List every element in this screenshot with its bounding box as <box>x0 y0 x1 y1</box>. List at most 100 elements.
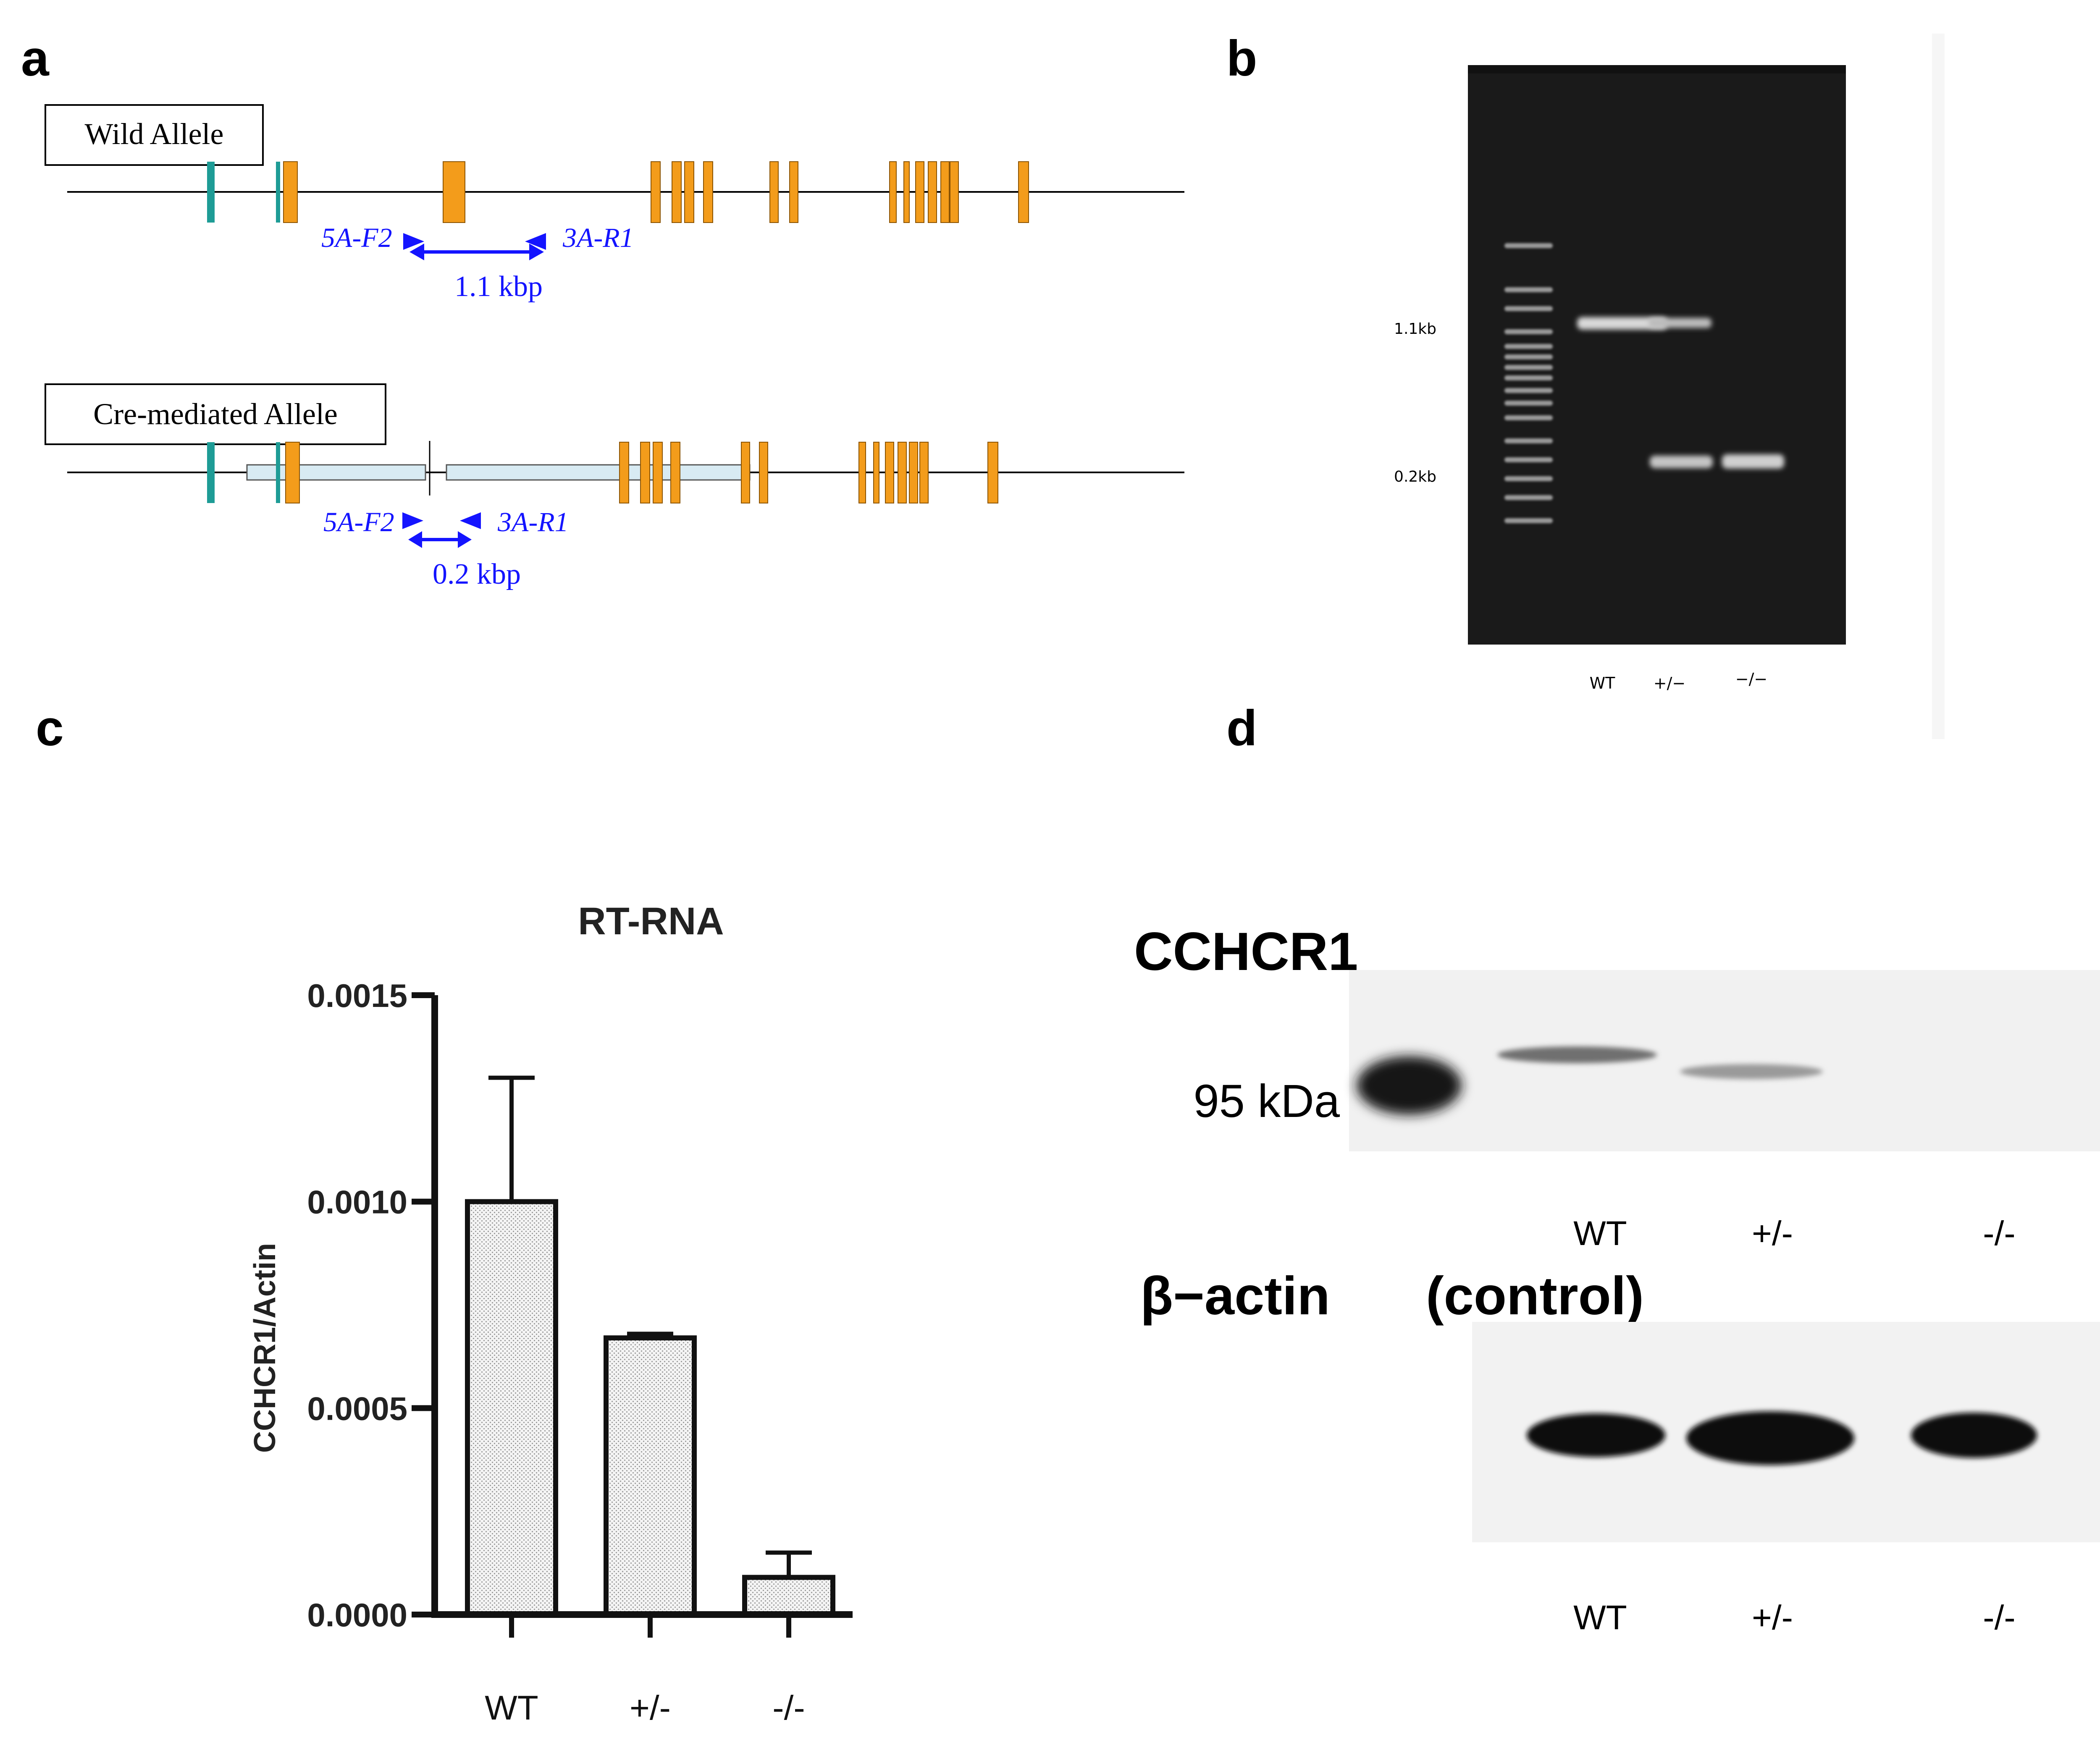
cre-forward-primer-icon <box>402 512 423 529</box>
gel-ladder-band <box>1504 375 1553 380</box>
panel-d-western-blots: CCHCR1 95 kDa WT +/- -/- β−actin (contro… <box>1134 922 2100 1637</box>
chart-y-axis-label: CCHCR1/Actin <box>248 1243 282 1453</box>
blot1-band-marker-lane <box>1357 1056 1462 1115</box>
y-tick-label: 0.0005 <box>307 1390 407 1427</box>
cre-allele-exons <box>207 442 998 503</box>
gel-marker-label-1-1kb: 1.1kb <box>1394 320 1436 338</box>
cre-exon <box>909 442 918 503</box>
panel-letter-d: d <box>1226 700 1257 756</box>
blot1-title: CCHCR1 <box>1134 922 1358 982</box>
gel-ladder-band <box>1504 344 1553 349</box>
blot1-band-het <box>1680 1064 1823 1079</box>
blot1-lane-label-wt: WT <box>1573 1214 1627 1253</box>
gel-ladder-band <box>1504 415 1553 420</box>
cre-product-right-arrow-icon <box>458 531 472 548</box>
gel-ladder-band <box>1504 495 1553 500</box>
gel-lane-label-ko: −/− <box>1735 670 1767 688</box>
blot1-marker-label: 95 kDa <box>1193 1075 1340 1127</box>
y-tick-label: 0.0015 <box>307 977 407 1014</box>
bar-2 <box>742 1575 835 1617</box>
chart-title: RT-RNA <box>578 900 724 943</box>
gel-ladder-band <box>1504 306 1553 311</box>
cre-forward-primer-label: 5A-F2 <box>323 507 394 537</box>
chart-x-axis: WT +/- -/- <box>431 1611 853 1727</box>
blot2-band-ko <box>1911 1413 2037 1458</box>
wild-product-left-arrow-icon <box>410 244 424 260</box>
blot2-title-control: (control) <box>1426 1266 1644 1326</box>
wild-exon <box>1018 161 1029 223</box>
blot1-lane-label-ko: -/- <box>1983 1214 2015 1253</box>
cre-reverse-primer-icon <box>460 512 481 529</box>
wild-reverse-primer-label: 3A-R1 <box>562 223 634 253</box>
blot1-band-wt <box>1497 1046 1657 1063</box>
wild-allele-label: Wild Allele <box>84 117 223 151</box>
blot1-membrane <box>1349 970 2100 1151</box>
cre-allele-diagram: Cre-mediated Allele 5A-F2 3A-R1 0.2 kbp <box>45 383 1184 590</box>
gel-well-strip <box>1468 65 1846 73</box>
panel-letter-a: a <box>21 30 50 87</box>
cre-reverse-primer-label: 3A-R1 <box>497 507 569 537</box>
cre-exon <box>858 442 866 503</box>
x-tick-label-2: -/- <box>772 1689 805 1727</box>
wild-utr-exon <box>207 162 215 223</box>
gel-lane-label-het: +/− <box>1654 674 1685 692</box>
gel-ladder <box>1504 243 1553 523</box>
wild-exon <box>940 161 950 223</box>
cre-exon <box>885 442 894 503</box>
cre-exon <box>919 442 929 503</box>
gel-band-het-1-1kb <box>1648 318 1712 328</box>
gel-lane-label-wt: WT <box>1590 674 1616 692</box>
wild-utr-exon <box>276 162 280 223</box>
wild-exon <box>950 161 959 223</box>
cre-exon <box>898 442 907 503</box>
x-tick-label-0: WT <box>485 1689 538 1727</box>
gel-ladder-band <box>1504 329 1553 334</box>
wild-product-size: 1.1 kbp <box>454 270 543 303</box>
y-tick-label: 0.0010 <box>307 1184 407 1221</box>
wild-exon <box>651 161 661 223</box>
wild-exon <box>903 161 910 223</box>
blot2-band-wt <box>1527 1413 1665 1457</box>
wild-exon <box>672 161 682 223</box>
wild-exon <box>789 161 798 223</box>
panel-a-gene-diagram: Wild Allele 5A-F2 3A-R1 1.1 kbp Cre-medi… <box>45 104 1184 590</box>
cre-exon <box>285 442 300 503</box>
gel-ladder-band <box>1504 518 1553 523</box>
gel-image-edge <box>1932 34 1945 739</box>
blot2-lane-label-het: +/- <box>1752 1599 1793 1637</box>
blot2-lane-label-ko: -/- <box>1983 1599 2015 1637</box>
wild-exon <box>283 161 298 223</box>
gel-band-wt-1-1kb <box>1577 317 1667 330</box>
cre-vector-segment-right <box>446 464 751 481</box>
bar-1 <box>604 1335 697 1617</box>
chart-y-axis: 0.0000 0.0005 0.0010 0.0015 <box>307 977 438 1633</box>
wild-exon <box>703 161 713 223</box>
blot1-lane-label-het: +/- <box>1752 1214 1793 1253</box>
wild-exon <box>443 161 465 223</box>
y-tick-label: 0.0000 <box>307 1596 407 1633</box>
cre-exon <box>987 442 998 503</box>
panel-c-bar-chart: RT-RNA CCHCR1/Actin 0.00000.00050.00100.… <box>248 900 853 1727</box>
panel-b-gel: 1.1kb 0.2kb WT +/− −/− <box>1394 34 1945 739</box>
wild-reverse-primer-icon <box>525 233 546 250</box>
chart-bars <box>465 1075 835 1617</box>
gel-ladder-band <box>1504 438 1553 443</box>
wild-allele-label-box <box>45 104 264 166</box>
gel-marker-label-0-2kb: 0.2kb <box>1394 468 1436 485</box>
wild-exon <box>684 161 694 223</box>
cre-allele-label-box <box>45 383 386 445</box>
blot2-band-het <box>1686 1411 1854 1465</box>
panel-letter-c: c <box>36 700 64 756</box>
cre-exon <box>759 442 768 503</box>
wild-forward-primer-icon <box>403 233 424 250</box>
bar-0 <box>465 1199 558 1617</box>
cre-allele-label: Cre-mediated Allele <box>93 397 338 431</box>
gel-ladder-band <box>1504 365 1553 370</box>
gel-ladder-band <box>1504 243 1553 248</box>
cre-exon <box>741 442 750 503</box>
cre-exon <box>873 442 879 503</box>
gel-ladder-band <box>1504 287 1553 292</box>
cre-exon <box>653 442 663 503</box>
